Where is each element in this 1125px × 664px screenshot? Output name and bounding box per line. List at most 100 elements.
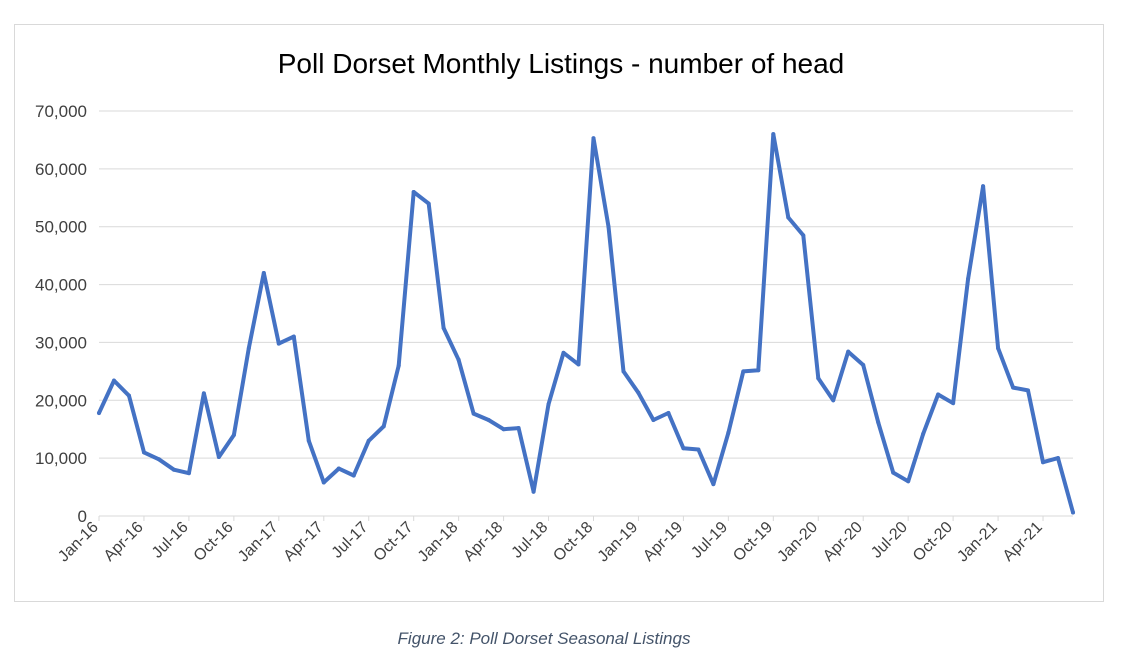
data-point — [171, 467, 176, 472]
x-tick-label: Jul-18 — [509, 519, 552, 562]
y-tick-label: 0 — [78, 507, 87, 526]
data-point — [351, 473, 356, 478]
x-tick-label: Jan-19 — [595, 519, 642, 566]
data-point — [216, 454, 221, 459]
data-point — [306, 438, 311, 443]
data-point — [246, 346, 251, 351]
data-point — [846, 349, 851, 354]
data-point — [411, 190, 416, 194]
data-point — [97, 411, 101, 416]
data-point — [426, 201, 431, 206]
data-point — [756, 368, 761, 373]
x-tick-label: Apr-16 — [101, 519, 147, 565]
x-tick-label: Oct-16 — [191, 519, 237, 565]
y-tick-label: 10,000 — [35, 449, 87, 468]
data-point — [471, 411, 476, 416]
data-point — [396, 363, 401, 368]
data-point — [816, 376, 821, 381]
data-point — [231, 433, 236, 437]
data-point — [501, 427, 506, 432]
line-chart: Poll Dorset Monthly Listings - number of… — [35, 48, 1075, 565]
data-point — [906, 479, 911, 484]
x-tick-label: Jan-20 — [774, 519, 821, 566]
data-point — [981, 184, 986, 189]
data-point — [261, 271, 266, 275]
data-point — [831, 398, 836, 403]
x-tick-label: Apr-20 — [820, 519, 866, 565]
x-tick-label: Apr-19 — [640, 519, 686, 565]
x-tick-label: Oct-19 — [730, 519, 776, 565]
chart-frame: Poll Dorset Monthly Listings - number of… — [14, 24, 1104, 602]
x-tick-label: Jan-21 — [954, 519, 1001, 566]
data-point — [441, 325, 446, 330]
data-point — [951, 401, 956, 406]
data-point — [711, 482, 716, 487]
data-point — [636, 390, 641, 395]
data-point — [516, 426, 521, 431]
x-tick-label: Jan-18 — [415, 519, 462, 566]
data-point — [321, 480, 326, 485]
data-point — [861, 362, 866, 367]
data-point — [381, 424, 386, 429]
data-point — [966, 276, 971, 281]
y-axis: 0 10,000 20,000 30,000 40,000 50,000 60,000 70,… — [35, 102, 87, 526]
data-point — [606, 224, 611, 229]
y-tick-label: 30,000 — [35, 333, 87, 352]
data-point — [576, 362, 581, 367]
data-point — [486, 417, 491, 422]
data-point — [531, 489, 536, 494]
x-tick-label: Jul-17 — [329, 519, 372, 562]
data-point — [771, 132, 776, 137]
y-tick-label: 60,000 — [35, 160, 87, 179]
data-point — [546, 402, 551, 407]
data-point — [126, 393, 131, 398]
data-point — [1026, 388, 1031, 393]
y-tick-label: 50,000 — [35, 218, 87, 237]
data-point — [591, 136, 596, 141]
data-point — [621, 369, 626, 374]
gridlines — [99, 110, 1073, 517]
y-tick-label: 20,000 — [35, 391, 87, 410]
x-tick-label: Oct-17 — [371, 519, 417, 565]
data-point — [291, 334, 296, 339]
x-tick-label: Jul-16 — [149, 519, 192, 562]
data-point — [186, 471, 191, 476]
data-point — [1056, 456, 1061, 461]
data-point — [801, 233, 806, 238]
data-point — [696, 447, 701, 452]
data-point — [921, 431, 926, 436]
data-point — [1071, 510, 1075, 515]
data-point — [141, 450, 146, 455]
data-point — [336, 466, 341, 471]
series-layer — [97, 132, 1075, 515]
data-point — [726, 430, 731, 435]
data-point — [876, 420, 881, 425]
data-point — [456, 357, 461, 362]
data-point — [741, 369, 746, 374]
x-tick-label: Apr-17 — [281, 519, 327, 565]
y-tick-label: 70,000 — [35, 102, 87, 121]
x-tick-label: Jan-17 — [235, 519, 282, 566]
y-tick-label: 40,000 — [35, 276, 87, 295]
x-tick-label: Apr-18 — [460, 519, 506, 565]
x-tick-label: Apr-21 — [1000, 519, 1046, 565]
data-point — [111, 378, 116, 383]
data-point — [276, 341, 281, 346]
data-point — [201, 391, 206, 396]
x-tick-label: Jul-20 — [868, 519, 911, 562]
data-point — [1041, 460, 1046, 465]
series-line — [97, 132, 1075, 515]
chart-title: Poll Dorset Monthly Listings - number of… — [278, 48, 845, 79]
data-point — [366, 438, 371, 443]
data-point — [681, 446, 686, 451]
x-tick-label: Jul-19 — [688, 519, 731, 562]
data-point — [651, 417, 656, 422]
data-point — [891, 470, 896, 475]
data-point — [666, 411, 671, 416]
data-point — [936, 392, 941, 397]
x-tick-label: Oct-18 — [550, 519, 596, 565]
data-point — [786, 215, 791, 220]
data-point — [1011, 385, 1016, 390]
data-point — [156, 457, 161, 462]
